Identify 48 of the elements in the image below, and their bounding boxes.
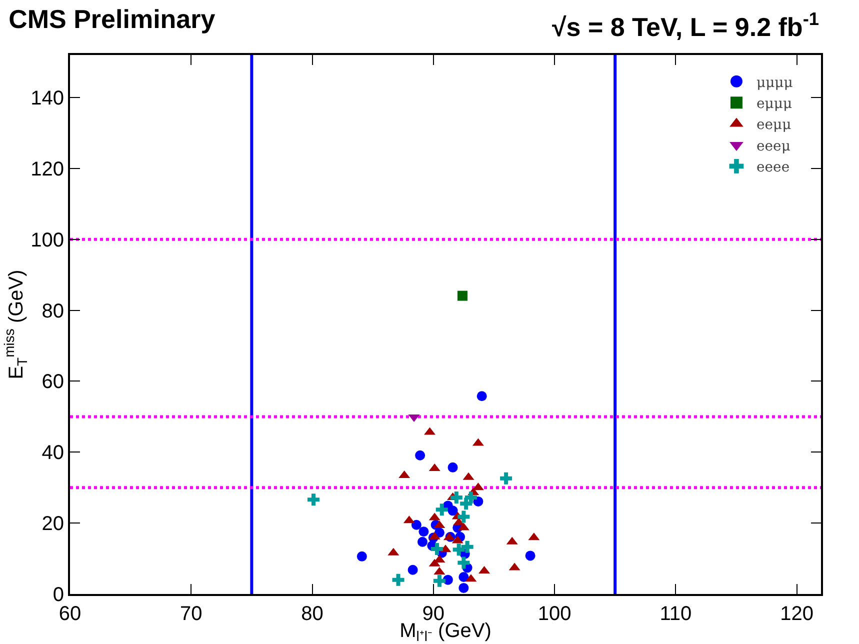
point xyxy=(392,574,404,586)
legend-label: μμμμ xyxy=(756,74,793,91)
x-axis-title: M$_{l⁺l⁻}$ (GeV) xyxy=(400,620,492,644)
x-tick-label: 70 xyxy=(180,603,202,625)
point xyxy=(457,290,468,301)
point xyxy=(473,496,484,506)
point xyxy=(461,540,474,553)
chart-title: CMS Preliminary xyxy=(8,4,216,34)
point xyxy=(525,550,536,561)
point xyxy=(411,520,422,530)
x-tick-label: 120 xyxy=(780,603,814,625)
point xyxy=(307,494,320,506)
point xyxy=(418,526,429,537)
y-tick-label: 60 xyxy=(42,371,64,394)
y-tick-label: 120 xyxy=(30,158,64,180)
point xyxy=(448,506,458,516)
point xyxy=(415,450,426,460)
point xyxy=(458,582,469,593)
point xyxy=(458,556,470,569)
y-tick-label: 80 xyxy=(42,300,64,322)
y-tick-label: 0 xyxy=(52,584,64,606)
point xyxy=(460,498,472,510)
point xyxy=(436,504,448,516)
x-tick-label: 100 xyxy=(538,603,572,625)
point xyxy=(458,572,469,582)
x-tick-label: 60 xyxy=(58,603,82,625)
point xyxy=(458,510,470,523)
point xyxy=(476,391,487,402)
x-tick-label: 80 xyxy=(301,603,324,625)
point xyxy=(356,551,367,562)
point xyxy=(433,574,446,587)
y-tick-label: 100 xyxy=(30,229,64,252)
y-tick-label: 40 xyxy=(42,442,64,464)
point xyxy=(431,542,444,555)
y-tick-label: 20 xyxy=(42,513,64,536)
point xyxy=(500,472,512,484)
x-tick-label: 110 xyxy=(660,603,692,625)
legend-label: eμμμ xyxy=(756,96,792,112)
point xyxy=(448,462,458,472)
point xyxy=(408,564,418,575)
y-tick-label: 140 xyxy=(30,88,64,110)
legend-label: eeμμ xyxy=(756,117,792,134)
point xyxy=(452,544,465,556)
point xyxy=(450,492,462,504)
legend-label: eeeμ xyxy=(756,138,790,154)
legend-label: eeee xyxy=(756,160,790,176)
chart-subtitle: √s = 8 TeV, L = 9.2 fb$^{-1}$ xyxy=(552,9,819,42)
point xyxy=(417,536,428,547)
